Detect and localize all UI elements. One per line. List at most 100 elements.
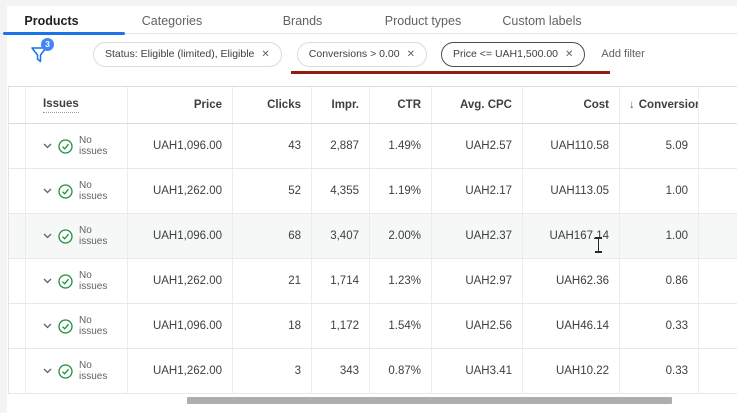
trailing-cell [699, 169, 737, 213]
remove-filter-icon[interactable]: ✕ [565, 48, 574, 60]
column-header-cost[interactable]: Cost [523, 87, 620, 123]
avg-cpc-cell: UAH2.57 [432, 124, 523, 168]
add-filter-button[interactable]: Add filter [601, 48, 645, 60]
issues-label: No issues [79, 314, 108, 338]
column-header-issues[interactable]: Issues [26, 87, 128, 123]
price-cell: UAH1,262.00 [128, 349, 233, 393]
cost-cell: UAH113.05 [523, 169, 620, 213]
chevron-down-icon[interactable] [43, 368, 52, 374]
clicks-cell: 21 [233, 259, 312, 303]
ctr-cell: 1.23% [370, 259, 432, 303]
table-header-row: Issues Price Clicks Impr. CTR Avg. CPC C… [9, 87, 737, 124]
price-cell: UAH1,096.00 [128, 304, 233, 348]
conversions-cell: 1.00 [620, 169, 699, 213]
remove-filter-icon[interactable]: ✕ [261, 48, 270, 60]
issues-cell: No issues [26, 124, 128, 168]
price-cell: UAH1,262.00 [128, 169, 233, 213]
column-header-clicks[interactable]: Clicks [233, 87, 312, 123]
chevron-down-icon[interactable] [43, 278, 52, 284]
issues-cell: No issues [26, 349, 128, 393]
trailing-cell [699, 124, 737, 168]
issues-label: No issues [79, 134, 108, 158]
table-row[interactable]: No issues UAH1,262.00 52 4,355 1.19% UAH… [9, 169, 737, 214]
header-trailing-cell [699, 87, 737, 123]
chevron-down-icon[interactable] [43, 323, 52, 329]
chevron-down-icon[interactable] [43, 233, 52, 239]
horizontal-scrollbar-thumb[interactable] [187, 397, 672, 404]
conversions-cell: 0.86 [620, 259, 699, 303]
filter-chip-status-label: Status: Eligible (limited), Eligible [105, 48, 255, 60]
tab-products[interactable]: Products [24, 14, 79, 28]
filter-chip-price-label: Price <= UAH1,500.00 [452, 48, 559, 60]
trailing-cell [699, 214, 737, 258]
row-select-cell [9, 349, 26, 393]
table-row[interactable]: No issues UAH1,096.00 68 3,407 2.00% UAH… [9, 214, 737, 259]
text-cursor-icon [594, 237, 603, 253]
table-row[interactable]: No issues UAH1,096.00 18 1,172 1.54% UAH… [9, 304, 737, 349]
chevron-down-icon[interactable] [43, 188, 52, 194]
filter-bar: 3 Status: Eligible (limited), Eligible ✕… [0, 38, 737, 74]
column-header-price[interactable]: Price [128, 87, 233, 123]
conversions-cell: 0.33 [620, 304, 699, 348]
products-table: Issues Price Clicks Impr. CTR Avg. CPC C… [8, 86, 737, 394]
filter-count-badge: 3 [41, 38, 54, 51]
no-issues-check-icon [58, 363, 73, 379]
table-row[interactable]: No issues UAH1,262.00 21 1,714 1.23% UAH… [9, 259, 737, 304]
no-issues-check-icon [58, 318, 73, 334]
filter-chip-status[interactable]: Status: Eligible (limited), Eligible ✕ [93, 41, 282, 67]
trailing-cell [699, 349, 737, 393]
cost-cell: UAH110.58 [523, 124, 620, 168]
issues-label: No issues [79, 224, 108, 248]
remove-filter-icon[interactable]: ✕ [406, 48, 415, 60]
column-header-avg-cpc[interactable]: Avg. CPC [432, 87, 523, 123]
tab-brands[interactable]: Brands [282, 14, 323, 28]
price-cell: UAH1,096.00 [128, 124, 233, 168]
annotated-filter-group: Conversions > 0.00 ✕ Price <= UAH1,500.0… [290, 41, 611, 74]
no-issues-check-icon [58, 273, 73, 289]
impressions-cell: 3,407 [312, 214, 370, 258]
clicks-cell: 43 [233, 124, 312, 168]
cost-cell: UAH10.22 [523, 349, 620, 393]
ctr-cell: 1.54% [370, 304, 432, 348]
sort-descending-icon: ↓ [629, 99, 635, 111]
filter-chip-conversions-label: Conversions > 0.00 [308, 48, 400, 60]
chevron-down-icon[interactable] [43, 143, 52, 149]
row-select-cell [9, 259, 26, 303]
trailing-cell [699, 259, 737, 303]
issues-cell: No issues [26, 214, 128, 258]
table-row[interactable]: No issues UAH1,096.00 43 2,887 1.49% UAH… [9, 124, 737, 169]
tab-product-types[interactable]: Product types [384, 14, 462, 28]
issues-cell: No issues [26, 169, 128, 213]
active-tab-underline [3, 32, 125, 35]
filter-funnel-button[interactable]: 3 [30, 38, 54, 66]
trailing-cell [699, 304, 737, 348]
tab-bar: Products Categories Brands Product types… [0, 9, 737, 34]
top-edge-strip [0, 0, 737, 6]
annotation-underline [290, 70, 611, 74]
clicks-cell: 3 [233, 349, 312, 393]
price-cell: UAH1,262.00 [128, 259, 233, 303]
ctr-cell: 1.49% [370, 124, 432, 168]
avg-cpc-cell: UAH2.97 [432, 259, 523, 303]
column-header-conversions[interactable]: ↓ Conversions [620, 87, 699, 123]
left-edge-strip [0, 0, 7, 413]
column-header-ctr[interactable]: CTR [370, 87, 432, 123]
filter-chip-price[interactable]: Price <= UAH1,500.00 ✕ [440, 41, 586, 67]
ctr-cell: 1.19% [370, 169, 432, 213]
clicks-cell: 52 [233, 169, 312, 213]
filter-chip-conversions[interactable]: Conversions > 0.00 ✕ [296, 41, 427, 67]
ctr-cell: 0.87% [370, 349, 432, 393]
column-header-impressions[interactable]: Impr. [312, 87, 370, 123]
tab-custom-labels[interactable]: Custom labels [502, 14, 582, 28]
no-issues-check-icon [58, 228, 73, 244]
issues-label: No issues [79, 179, 108, 203]
tab-categories[interactable]: Categories [141, 14, 203, 28]
no-issues-check-icon [58, 138, 73, 154]
table-row[interactable]: No issues UAH1,262.00 3 343 0.87% UAH3.4… [9, 349, 737, 394]
avg-cpc-cell: UAH2.37 [432, 214, 523, 258]
ctr-cell: 2.00% [370, 214, 432, 258]
impressions-cell: 1,172 [312, 304, 370, 348]
issues-header-label: Issues [43, 98, 79, 113]
price-cell: UAH1,096.00 [128, 214, 233, 258]
